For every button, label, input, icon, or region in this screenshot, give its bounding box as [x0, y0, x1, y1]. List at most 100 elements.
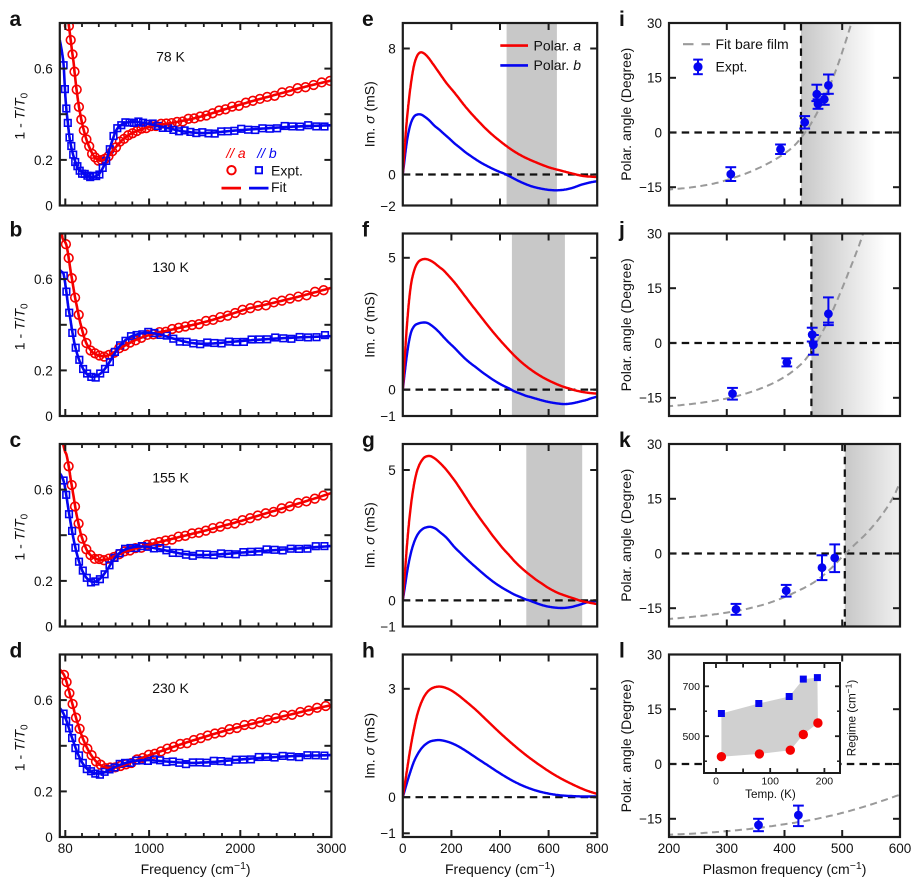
- svg-text:a: a: [10, 8, 22, 31]
- svg-text:80: 80: [58, 841, 73, 856]
- svg-text:Frequency (cm−1): Frequency (cm−1): [141, 860, 251, 877]
- svg-text:−2: −2: [380, 199, 395, 214]
- svg-text:0.6: 0.6: [34, 62, 53, 77]
- svg-text:// b: // b: [256, 145, 277, 161]
- svg-text:2000: 2000: [225, 841, 255, 856]
- svg-text:0.6: 0.6: [34, 483, 53, 498]
- svg-text:1 - T/T0: 1 - T/T0: [12, 303, 31, 350]
- svg-text:30: 30: [647, 226, 662, 241]
- svg-text:0.2: 0.2: [34, 363, 53, 378]
- svg-text:Polar. b: Polar. b: [534, 57, 582, 73]
- svg-text:Expt.: Expt.: [271, 162, 303, 178]
- svg-text:5: 5: [388, 251, 396, 266]
- svg-text:1000: 1000: [134, 841, 164, 856]
- svg-text:500: 500: [682, 731, 700, 743]
- svg-text:j: j: [618, 219, 625, 242]
- svg-text:0: 0: [45, 619, 53, 634]
- svg-text:−1: −1: [380, 619, 395, 634]
- svg-text:e: e: [362, 8, 374, 31]
- svg-text:30: 30: [647, 647, 662, 662]
- svg-text:Fit bare film: Fit bare film: [716, 36, 789, 52]
- svg-text:0: 0: [388, 593, 396, 608]
- svg-text:155 K: 155 K: [152, 470, 189, 486]
- svg-text:0: 0: [45, 409, 53, 424]
- svg-text:200: 200: [440, 841, 463, 856]
- svg-text:0.6: 0.6: [34, 272, 53, 287]
- svg-text:Temp. (K): Temp. (K): [745, 788, 796, 801]
- svg-text:−1: −1: [380, 826, 395, 841]
- svg-text:0: 0: [45, 198, 53, 213]
- svg-text:1 - T/T0: 1 - T/T0: [12, 92, 31, 139]
- svg-text:700: 700: [682, 681, 700, 693]
- svg-text:−1: −1: [380, 409, 395, 424]
- svg-text:b: b: [10, 219, 23, 242]
- svg-text:0: 0: [654, 336, 662, 351]
- svg-text:500: 500: [831, 841, 854, 856]
- svg-text:400: 400: [773, 841, 796, 856]
- svg-text:0.2: 0.2: [34, 784, 53, 799]
- svg-text:1 - T/T0: 1 - T/T0: [12, 513, 31, 560]
- svg-text:0: 0: [45, 830, 53, 845]
- svg-text:0: 0: [713, 776, 719, 788]
- svg-text:130 K: 130 K: [152, 259, 189, 275]
- svg-text:Im. σ (mS): Im. σ (mS): [362, 502, 378, 568]
- svg-text:d: d: [10, 640, 23, 663]
- svg-text:30: 30: [647, 16, 662, 31]
- svg-text:15: 15: [647, 71, 662, 86]
- svg-text:0.2: 0.2: [34, 574, 53, 589]
- svg-text:−15: −15: [639, 812, 662, 827]
- svg-text:Im. σ (mS): Im. σ (mS): [362, 713, 378, 779]
- svg-text:600: 600: [537, 841, 560, 856]
- svg-text:−15: −15: [639, 601, 662, 616]
- svg-text:0: 0: [388, 167, 396, 182]
- svg-text:Polar. angle (Degree): Polar. angle (Degree): [618, 258, 634, 391]
- svg-text:0: 0: [388, 383, 396, 398]
- svg-text:−15: −15: [639, 391, 662, 406]
- svg-text:800: 800: [586, 841, 609, 856]
- svg-text:8: 8: [388, 41, 396, 56]
- svg-text:5: 5: [388, 463, 396, 478]
- svg-text:g: g: [362, 429, 375, 452]
- svg-text:100: 100: [761, 776, 779, 788]
- svg-text:0: 0: [654, 125, 662, 140]
- svg-text:// a: // a: [225, 145, 246, 161]
- svg-text:78 K: 78 K: [156, 49, 185, 65]
- svg-text:1 - T/T0: 1 - T/T0: [12, 724, 31, 771]
- svg-text:Frequency (cm−1): Frequency (cm−1): [445, 860, 555, 877]
- svg-text:c: c: [10, 429, 22, 452]
- svg-text:Polar. angle (Degree): Polar. angle (Degree): [618, 469, 634, 602]
- svg-text:Fit: Fit: [271, 179, 287, 195]
- svg-text:Polar. a: Polar. a: [534, 37, 582, 53]
- svg-text:15: 15: [647, 492, 662, 507]
- svg-text:3: 3: [388, 682, 396, 697]
- svg-text:−15: −15: [639, 180, 662, 195]
- svg-text:300: 300: [716, 841, 739, 856]
- svg-text:230 K: 230 K: [152, 680, 189, 696]
- svg-text:400: 400: [489, 841, 512, 856]
- svg-text:0: 0: [654, 546, 662, 561]
- svg-text:30: 30: [647, 437, 662, 452]
- svg-text:0: 0: [399, 841, 407, 856]
- svg-text:Im. σ (mS): Im. σ (mS): [362, 81, 378, 147]
- svg-text:Polar. angle (Degree): Polar. angle (Degree): [618, 48, 634, 181]
- svg-text:Regime (cm−1): Regime (cm−1): [844, 680, 859, 757]
- svg-text:600: 600: [889, 841, 912, 856]
- svg-text:Expt.: Expt.: [716, 58, 748, 74]
- svg-text:l: l: [619, 640, 625, 663]
- svg-text:k: k: [619, 429, 631, 452]
- svg-text:0.6: 0.6: [34, 693, 53, 708]
- svg-text:0: 0: [388, 790, 396, 805]
- svg-text:3000: 3000: [316, 841, 346, 856]
- svg-text:Polar. angle (Degree): Polar. angle (Degree): [618, 679, 634, 812]
- svg-text:0.2: 0.2: [34, 153, 53, 168]
- svg-text:Im. σ (mS): Im. σ (mS): [362, 292, 378, 358]
- svg-text:200: 200: [816, 776, 834, 788]
- svg-text:0: 0: [654, 757, 662, 772]
- svg-text:15: 15: [647, 702, 662, 717]
- svg-text:f: f: [362, 219, 370, 242]
- svg-text:15: 15: [647, 281, 662, 296]
- svg-text:Plasmon frequency (cm−1): Plasmon frequency (cm−1): [703, 860, 867, 877]
- svg-text:h: h: [362, 640, 375, 663]
- svg-text:i: i: [619, 8, 625, 31]
- svg-text:200: 200: [658, 841, 681, 856]
